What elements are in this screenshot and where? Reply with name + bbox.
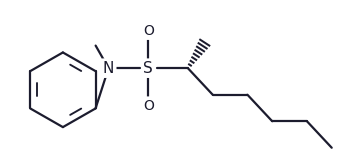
Text: O: O — [143, 24, 154, 38]
Text: O: O — [143, 98, 154, 112]
Text: S: S — [143, 61, 153, 76]
Text: N: N — [103, 61, 114, 76]
